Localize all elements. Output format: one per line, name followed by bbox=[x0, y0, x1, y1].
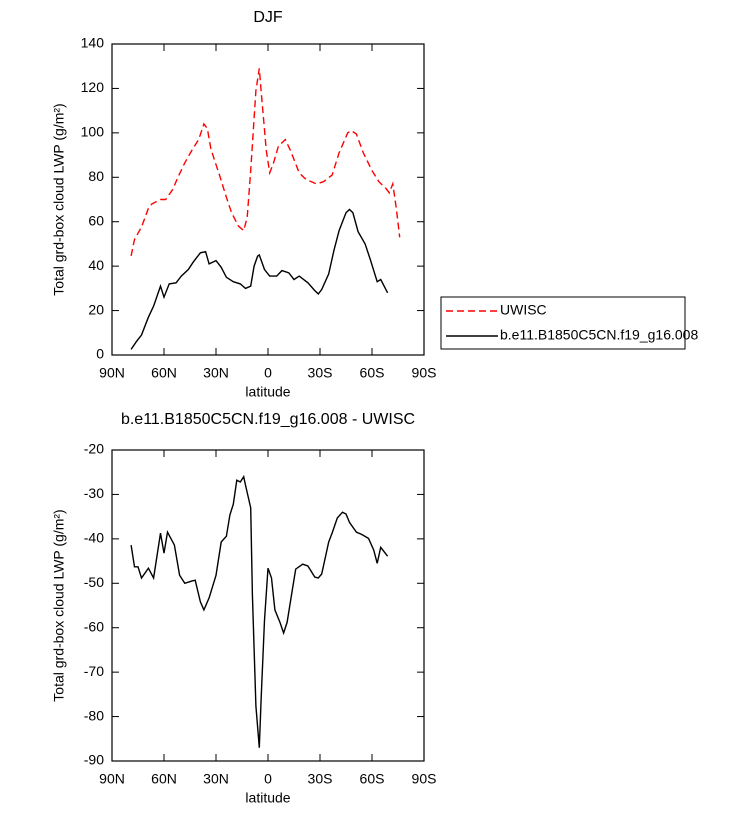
x-tick-label: 30N bbox=[203, 771, 229, 787]
x-tick-label: 30S bbox=[308, 365, 333, 381]
x-tick-label: 30N bbox=[203, 365, 229, 381]
x-tick-label: 90N bbox=[99, 365, 125, 381]
data-line bbox=[130, 474, 389, 748]
x-tick-label: 0 bbox=[264, 771, 272, 787]
y-tick-label: 20 bbox=[88, 301, 104, 317]
plot-frame bbox=[111, 449, 425, 762]
x-tick-label: 60N bbox=[151, 771, 177, 787]
y-axis-label: Total grd-box cloud LWP (g/m²) bbox=[51, 103, 67, 295]
y-tick-label: -40 bbox=[84, 530, 104, 546]
data-line bbox=[130, 68, 401, 257]
y-tick-label: -20 bbox=[84, 441, 104, 457]
y-tick-label: -90 bbox=[84, 752, 104, 768]
x-tick-label: 60S bbox=[360, 771, 385, 787]
chart-title: DJF bbox=[253, 9, 283, 26]
y-tick-label: 40 bbox=[88, 257, 104, 273]
y-tick-label: -80 bbox=[84, 707, 104, 723]
y-tick-label: -30 bbox=[84, 485, 104, 501]
x-tick-label: 90S bbox=[412, 771, 437, 787]
x-axis-label: latitude bbox=[245, 384, 290, 400]
y-tick-label: 0 bbox=[96, 346, 104, 362]
plot-frame bbox=[111, 43, 425, 356]
y-axis-label: Total grd-box cloud LWP (g/m²) bbox=[51, 509, 67, 701]
y-tick-label: 120 bbox=[81, 79, 105, 95]
x-tick-label: 60N bbox=[151, 365, 177, 381]
chart-title: b.e11.B1850C5CN.f19_g16.008 - UWISC bbox=[121, 411, 415, 428]
y-tick-label: 80 bbox=[88, 168, 104, 184]
y-tick-label: 100 bbox=[81, 124, 105, 140]
x-tick-label: 0 bbox=[264, 365, 272, 381]
x-tick-label: 90S bbox=[412, 365, 437, 381]
y-tick-label: -50 bbox=[84, 574, 104, 590]
y-tick-label: 140 bbox=[81, 35, 105, 51]
legend-box bbox=[440, 296, 686, 350]
x-axis-label: latitude bbox=[245, 790, 290, 806]
y-tick-label: -70 bbox=[84, 663, 104, 679]
y-tick-label: 60 bbox=[88, 212, 104, 228]
legend-label: b.e11.B1850C5CN.f19_g16.008 bbox=[500, 327, 698, 343]
x-tick-label: 60S bbox=[360, 365, 385, 381]
legend-label: UWISC bbox=[500, 302, 547, 318]
data-line bbox=[130, 208, 389, 350]
x-tick-label: 90N bbox=[99, 771, 125, 787]
x-tick-label: 30S bbox=[308, 771, 333, 787]
y-tick-label: -60 bbox=[84, 618, 104, 634]
